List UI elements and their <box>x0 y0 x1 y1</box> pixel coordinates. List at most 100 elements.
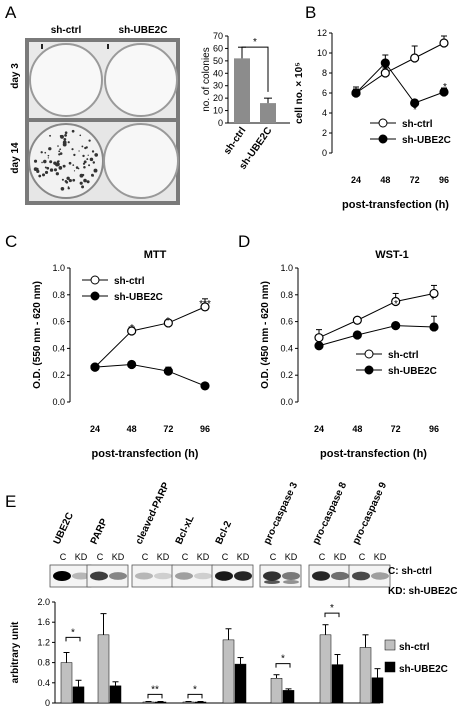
blot-protein-label: cleaved-PARP <box>134 481 172 547</box>
colony-dot <box>58 153 61 156</box>
data-point <box>352 315 362 325</box>
blot-lane-label-c: C <box>60 552 67 562</box>
significance-star: * <box>193 684 197 695</box>
colony-dot <box>43 159 47 164</box>
colony-dot <box>47 154 50 157</box>
data-point <box>90 362 100 372</box>
legend-label: sh-ctrl <box>114 276 145 287</box>
panel-label-b: B <box>305 3 316 22</box>
blot-lane-label-c: C <box>222 552 229 562</box>
colony-row-label-day3: day 3 <box>10 63 21 89</box>
x-tick-label: 96 <box>200 424 210 434</box>
data-point <box>439 87 449 97</box>
panel-label-d: D <box>238 232 250 251</box>
blot-band <box>263 571 281 581</box>
colony-dot <box>67 187 70 190</box>
blot-band <box>282 572 300 580</box>
colony-dot <box>44 166 47 169</box>
colony-dot <box>61 178 64 181</box>
bar-0 <box>359 647 372 704</box>
y-tick-label: 0 <box>218 118 223 128</box>
blot-band <box>53 571 71 581</box>
legend-marker <box>90 291 100 301</box>
data-point <box>391 321 401 331</box>
data-point <box>410 53 420 63</box>
blot-key-kd: KD: sh-UBE2C <box>388 586 457 597</box>
legend-marker <box>364 349 374 359</box>
colony-dot <box>93 168 98 173</box>
blot-band <box>90 571 108 581</box>
data-point <box>163 318 173 328</box>
blot-protein-label: pro-caspase 9 <box>351 480 390 546</box>
y-axis-label: no. of colonies <box>201 47 212 112</box>
bar-0 <box>142 701 155 704</box>
blot-band <box>264 580 280 584</box>
x-tick-label: 96 <box>429 424 439 434</box>
y-tick-label: 0.8 <box>52 290 65 300</box>
data-point <box>200 381 210 391</box>
series-line-1 <box>318 325 435 347</box>
blot-lane-label-c: C <box>319 552 326 562</box>
bar-1 <box>154 701 167 704</box>
legend-marker <box>90 275 100 285</box>
series-line-0 <box>318 292 435 339</box>
y-tick-label: 50 <box>213 56 223 66</box>
blot-band <box>352 571 370 581</box>
y-tick-label: 0.4 <box>52 343 65 353</box>
legend-label: sh-UBE2C <box>399 664 448 675</box>
colony-dot <box>73 170 76 172</box>
colony-dot <box>33 167 38 171</box>
colony-dot <box>82 162 86 165</box>
y-tick-label: 0.6 <box>52 317 65 327</box>
colony-dot <box>67 141 70 144</box>
legend-label: sh-ctrl <box>402 119 433 130</box>
mtt-line-chart: 0.0 0.2 0.4 0.6 0.8 1.0 24 48 72 96 post-transfect… <box>32 249 211 460</box>
colony-dot <box>60 186 65 191</box>
legend-label: sh-UBE2C <box>388 366 437 377</box>
data-point <box>429 288 439 299</box>
blot-band <box>312 571 330 581</box>
x-axis-label: post-transfection (h) <box>320 448 427 460</box>
colony-dot <box>83 178 87 183</box>
x-axis-label: post-transfection (h) <box>92 448 199 460</box>
colony-dot <box>75 166 79 169</box>
bar-0 <box>319 634 332 704</box>
blot-lane-label-kd: KD <box>157 552 170 562</box>
colony-dot <box>47 157 49 159</box>
dish-day14-ube2c <box>103 123 179 199</box>
chart-title: WST-1 <box>375 249 409 261</box>
dish-day3-ube2c <box>104 43 178 117</box>
colony-dot <box>92 174 94 177</box>
colony-dot <box>49 168 54 172</box>
colony-dot <box>68 179 72 183</box>
colony-dot <box>53 161 57 165</box>
colony-dot <box>56 160 60 163</box>
blot-band <box>215 571 233 581</box>
y-tick-label: 0.0 <box>52 397 65 407</box>
colony-dot <box>88 139 91 142</box>
y-tick-label: 1.2 <box>37 637 50 647</box>
bar <box>234 58 250 123</box>
colony-dots <box>33 129 99 191</box>
x-tick-label: 72 <box>391 424 401 434</box>
y-axis-label: arbitrary unit <box>10 621 21 683</box>
blot-band <box>175 572 193 580</box>
colony-dot <box>63 138 67 141</box>
y-tick-label: 60 <box>213 43 223 53</box>
y-tick-label: 0.4 <box>280 343 293 353</box>
significance-bracket <box>275 663 291 668</box>
bar-0 <box>222 639 235 704</box>
significance-star: * <box>443 82 447 93</box>
colony-dot <box>72 164 75 167</box>
blot-band <box>331 571 349 581</box>
y-tick-label: 2.0 <box>37 597 50 607</box>
blot-key-ctrl: C: sh-ctrl <box>388 566 432 577</box>
colony-dot <box>81 145 84 148</box>
bar-1 <box>72 686 85 704</box>
x-tick-label: 48 <box>352 424 362 434</box>
blot-lane-label-c: C <box>142 552 149 562</box>
colony-dot <box>68 161 72 165</box>
significance-star: * <box>394 299 398 310</box>
